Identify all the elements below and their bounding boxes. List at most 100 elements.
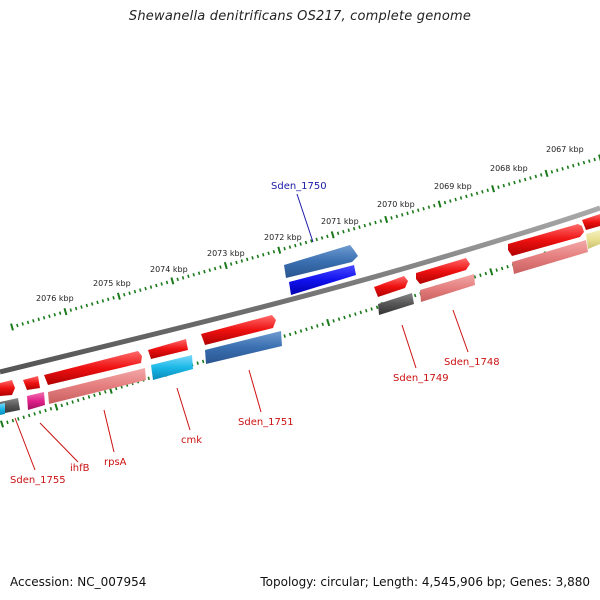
inner-scale-minor-tick xyxy=(484,271,488,276)
gene-sden-1748-lower[interactable] xyxy=(512,240,588,274)
gene-ihfB-lower[interactable] xyxy=(27,392,45,410)
outer-scale-minor-tick xyxy=(272,249,276,254)
outer-scale-minor-tick xyxy=(42,316,46,320)
outer-scale-minor-tick xyxy=(267,251,270,256)
gene-rpsA-lower[interactable] xyxy=(48,368,146,404)
label-ihfB[interactable]: ihfB xyxy=(70,463,90,474)
label-rpsA[interactable]: rpsA xyxy=(104,457,127,468)
gene-cyan-left[interactable] xyxy=(0,403,5,415)
gene-sden-1755-upper[interactable] xyxy=(0,380,15,396)
outer-scale-minor-tick xyxy=(213,266,217,271)
outer-scale-minor-tick xyxy=(53,312,56,317)
outer-scale-minor-tick xyxy=(283,246,286,251)
inner-scale-minor-tick xyxy=(114,386,118,391)
outer-scale-minor-tick xyxy=(245,257,249,262)
outer-scale-minor-tick xyxy=(454,197,457,202)
outer-scale-minor-tick xyxy=(58,311,62,315)
outer-scale-major-tick xyxy=(491,185,496,193)
outer-scale-minor-tick xyxy=(176,277,179,282)
outer-scale-minor-tick xyxy=(208,268,211,272)
inner-scale-minor-tick xyxy=(71,400,74,404)
inner-scale-minor-tick xyxy=(44,408,47,413)
outer-scale-minor-tick xyxy=(497,185,500,189)
gene-sden-1751-lower[interactable] xyxy=(205,331,282,364)
outer-scale-minor-tick xyxy=(368,222,372,226)
gene-ihfB-upper[interactable] xyxy=(23,376,40,390)
outer-scale-minor-tick xyxy=(443,200,447,205)
label-sden-1748[interactable]: Sden_1748 xyxy=(444,357,500,368)
gene-sden-1748-right[interactable] xyxy=(582,214,600,230)
callout-line-sden-1755 xyxy=(14,417,36,471)
outer-scale-minor-tick xyxy=(315,237,318,242)
inner-scale-minor-tick xyxy=(76,398,80,403)
gene-cmk-upper[interactable] xyxy=(148,339,188,359)
gene-mid-red-upper[interactable] xyxy=(416,258,470,284)
inner-scale-minor-tick xyxy=(65,401,69,406)
outer-scale-minor-tick xyxy=(101,299,105,303)
inner-scale-minor-tick xyxy=(288,332,292,337)
outer-scale-minor-tick xyxy=(433,203,436,208)
label-sden-1751[interactable]: Sden_1751 xyxy=(238,417,294,428)
outer-scale-minor-tick xyxy=(187,274,190,279)
outer-scale-major-tick xyxy=(116,292,121,300)
outer-scale-minor-tick xyxy=(80,305,83,309)
label-cmk[interactable]: cmk xyxy=(181,435,202,446)
gene-labels: Sden_1750 Sden_1748 Sden_1749 Sden_1751 … xyxy=(10,181,500,486)
outer-scale-minor-tick xyxy=(48,314,51,319)
inner-scale-minor-tick xyxy=(473,275,477,279)
label-sden-1755[interactable]: Sden_1755 xyxy=(10,475,66,486)
outer-scale-minor-tick xyxy=(165,280,169,285)
gene-sden-1751-upper[interactable] xyxy=(201,315,276,345)
outer-scale-minor-tick xyxy=(459,196,463,200)
outer-scale-major-tick xyxy=(10,323,14,331)
tick-label-2067: 2067 kbp xyxy=(546,145,584,154)
inner-scale-minor-tick xyxy=(17,417,20,421)
outer-scale-minor-tick xyxy=(513,180,516,185)
inner-scale-minor-tick xyxy=(337,317,341,321)
outer-scale-minor-tick xyxy=(358,225,361,229)
outer-scale-minor-tick xyxy=(406,211,409,216)
gene-rpsA-upper[interactable] xyxy=(44,351,142,385)
gene-sden-1749-upper[interactable] xyxy=(374,276,408,297)
inner-scale-minor-tick xyxy=(413,293,417,298)
outer-scale-minor-tick xyxy=(523,177,527,182)
outer-scale-minor-tick xyxy=(347,228,350,232)
inner-scale-minor-tick xyxy=(354,312,357,316)
inner-scale-minor-tick xyxy=(6,420,9,425)
gene-yellow-right[interactable] xyxy=(586,230,600,249)
outer-scale-minor-tick xyxy=(37,317,40,322)
tick-label-2069: 2069 kbp xyxy=(434,182,472,191)
outer-scale-minor-tick xyxy=(181,276,185,280)
label-sden-1749[interactable]: Sden_1749 xyxy=(393,373,449,384)
gene-sden-1748-upper[interactable] xyxy=(508,224,584,256)
accession-text: Accession: NC_007954 xyxy=(10,575,147,589)
outer-scale-minor-tick xyxy=(395,214,399,219)
outer-scale-minor-tick xyxy=(144,286,147,291)
tick-label-2073: 2073 kbp xyxy=(207,249,245,258)
outer-scale-minor-tick xyxy=(294,243,297,248)
gene-cmk-lower[interactable] xyxy=(151,355,193,380)
outer-scale-minor-tick xyxy=(336,231,340,236)
gene-sden-1750-lower[interactable] xyxy=(289,265,356,295)
outer-scale-minor-tick xyxy=(123,292,126,297)
inner-scale-minor-tick xyxy=(364,308,368,313)
gene-sden-1750-upper[interactable] xyxy=(284,245,358,278)
inner-scale-minor-tick xyxy=(310,325,314,330)
outer-scale-minor-tick xyxy=(401,213,404,217)
outer-scale-minor-tick xyxy=(262,253,265,257)
genome-stats-text: Topology: circular; Length: 4,545,906 bp… xyxy=(260,575,590,589)
gene-sden-1749-lower[interactable] xyxy=(378,293,414,315)
inner-scale-minor-tick xyxy=(294,330,297,335)
inner-scale-minor-tick xyxy=(147,376,151,381)
gene-tracks xyxy=(0,214,600,415)
outer-scale-minor-tick xyxy=(486,188,489,193)
outer-scale-major-tick xyxy=(437,200,442,208)
outer-scale-minor-tick xyxy=(229,262,233,266)
inner-scale-minor-tick xyxy=(104,390,107,394)
label-sden-1750[interactable]: Sden_1750 xyxy=(271,181,327,192)
inner-scale-minor-tick xyxy=(87,395,91,399)
tick-labels: 2067 kbp 2068 kbp 2069 kbp 2070 kbp 2071… xyxy=(36,145,584,303)
outer-scale-minor-tick xyxy=(256,254,260,259)
inner-scale-minor-tick xyxy=(343,315,346,320)
gene-mid-pink-lower[interactable] xyxy=(420,274,475,302)
